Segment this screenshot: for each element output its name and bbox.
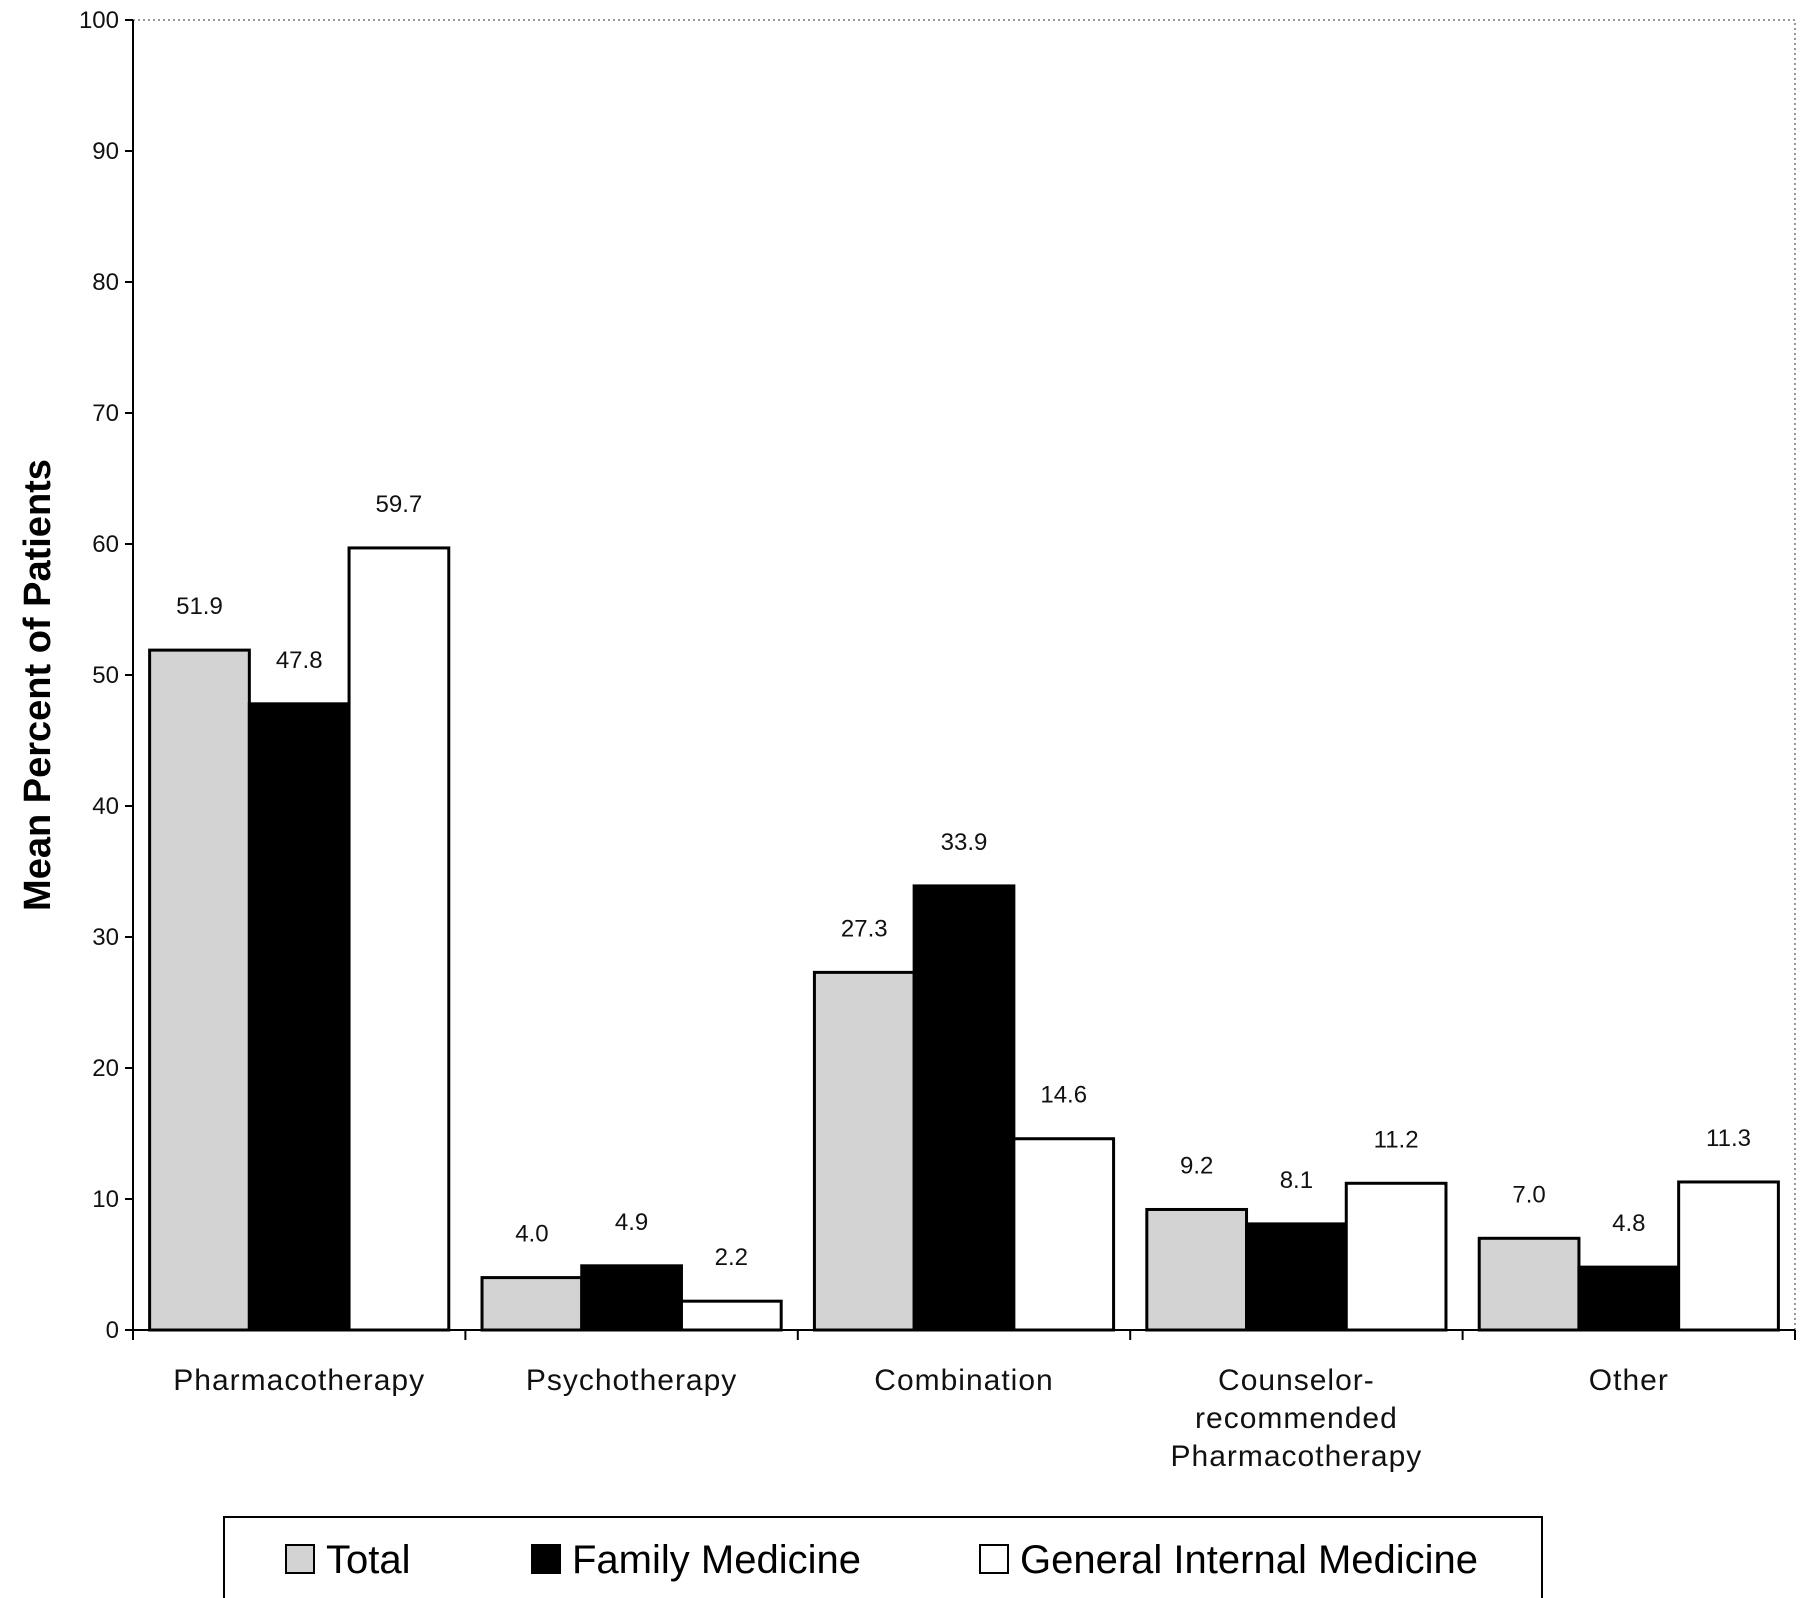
bar — [812, 970, 916, 1332]
data-label: 9.2 — [1180, 1152, 1213, 1179]
y-tick-label: 10 — [92, 1186, 119, 1213]
x-tick-label: Other — [1589, 1364, 1669, 1397]
data-label: 11.2 — [1374, 1126, 1419, 1153]
data-label: 51.9 — [176, 593, 223, 620]
bar — [480, 1276, 584, 1332]
legend-swatch — [531, 1544, 561, 1574]
data-label: 47.8 — [276, 647, 323, 674]
y-tick-label: 90 — [92, 138, 119, 165]
y-tick-label: 0 — [106, 1317, 119, 1344]
y-tick-label: 30 — [92, 924, 119, 951]
data-label: 4.8 — [1612, 1210, 1645, 1237]
bar — [580, 1264, 683, 1332]
bar — [1012, 1137, 1116, 1332]
bar — [1677, 1180, 1780, 1332]
bar — [1145, 1207, 1249, 1332]
y-tick-label: 40 — [92, 793, 119, 820]
bar — [1477, 1236, 1581, 1332]
y-tick-label: 20 — [92, 1055, 119, 1082]
bar — [679, 1299, 783, 1332]
x-tick-label: Combination — [874, 1364, 1053, 1397]
data-label: 33.9 — [941, 829, 988, 856]
y-tick-label: 60 — [92, 531, 119, 558]
x-tick-label: Pharmacotherapy — [1171, 1440, 1423, 1473]
plot-area — [132, 19, 1796, 1331]
data-labels: 51.9 47.8 59.7 4.0 4.9 2.2 27.3 33.9 14.6 9.2 8.1 1… — [176, 491, 1751, 1271]
y-tick-label: 50 — [92, 662, 119, 689]
y-tick-label: 70 — [92, 400, 119, 427]
y-tick-label: 100 — [79, 7, 119, 34]
x-axis: Pharmacotherapy Psychotherapy Combination C… — [132, 1329, 1796, 1473]
data-label: 2.2 — [715, 1244, 748, 1271]
bar — [912, 884, 1016, 1332]
legend-label: Family Medicine — [572, 1538, 861, 1582]
bar — [247, 702, 351, 1332]
bar — [148, 648, 251, 1332]
x-tick-label: Pharmacotherapy — [173, 1364, 425, 1397]
legend-label: Total — [326, 1538, 411, 1582]
x-tick-label: Psychotherapy — [526, 1364, 737, 1397]
x-tick-label: Counselor- — [1218, 1364, 1375, 1397]
plot-border — [132, 19, 1796, 1331]
data-label: 11.3 — [1706, 1125, 1751, 1152]
legend: Total Family Medicine General Internal Med… — [223, 1516, 1543, 1598]
bar — [347, 546, 451, 1332]
data-label: 8.1 — [1280, 1167, 1313, 1194]
y-axis: 0 10 20 30 40 50 60 70 80 90 100 — [79, 7, 134, 1344]
y-tick-label: 80 — [92, 269, 119, 296]
data-label: 7.0 — [1512, 1181, 1545, 1208]
legend-box — [223, 1516, 1543, 1598]
legend-label: General Internal Medicine — [1020, 1538, 1478, 1582]
bar — [1577, 1265, 1681, 1332]
bar — [1344, 1181, 1448, 1332]
bar — [1245, 1222, 1348, 1332]
legend-swatch — [285, 1544, 315, 1574]
legend-swatch — [979, 1544, 1009, 1574]
y-axis-title: Mean Percent of Patients — [17, 459, 59, 911]
x-tick-label: recommended — [1195, 1402, 1398, 1435]
data-label: 59.7 — [376, 491, 423, 518]
data-label: 4.0 — [515, 1221, 548, 1248]
data-label: 4.9 — [615, 1209, 648, 1236]
data-label: 27.3 — [841, 915, 888, 942]
data-label: 14.6 — [1040, 1082, 1087, 1109]
